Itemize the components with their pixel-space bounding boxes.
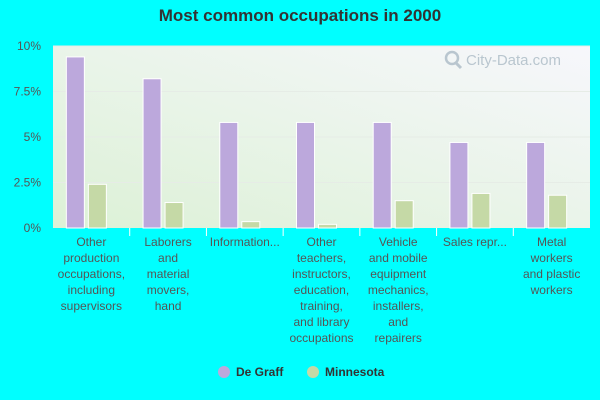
- x-tick-label-line: production: [63, 251, 119, 265]
- magnifier-lens: [444, 50, 460, 66]
- legend: De Graff Minnesota: [218, 365, 385, 379]
- bar-de-graff: [219, 121, 239, 229]
- x-tick-label-line: and plastic: [523, 267, 580, 281]
- x-tick-label-line: instructors,: [292, 267, 351, 281]
- x-tick-label: Laborers and material movers, hand: [144, 235, 191, 313]
- watermark-text: City-Data.com: [466, 52, 561, 69]
- x-tick-label-line: including: [68, 283, 115, 297]
- x-tick-label: Information...: [210, 235, 280, 249]
- bar-minnesota: [394, 200, 414, 229]
- legend-swatch: [307, 366, 319, 378]
- magnifier-icon: [444, 50, 463, 70]
- y-tick-label: 7.5%: [14, 85, 42, 99]
- x-tick-label-line: and mobile: [369, 251, 428, 265]
- x-tick-label-line: teachers,: [297, 251, 346, 265]
- x-tick-label: Vehicle and mobile equipment mechanics, inst…: [368, 235, 429, 345]
- bar-de-graff: [296, 121, 315, 229]
- legend-swatch: [218, 366, 230, 378]
- legend-label: De Graff: [236, 365, 284, 379]
- bar-minnesota: [548, 194, 568, 229]
- x-tick-label-line: Information...: [210, 235, 280, 249]
- x-tick-label: Other teachers, instructors, education, trai…: [289, 235, 353, 345]
- watermark: City-Data.com: [444, 50, 561, 70]
- x-tick-label-line: workers: [530, 283, 573, 297]
- x-tick-label: Sales repr...: [443, 235, 507, 249]
- x-tick-label-line: Metal: [537, 235, 566, 249]
- bar-minnesota: [241, 221, 261, 229]
- x-tick-label-line: workers: [530, 251, 573, 265]
- x-tick-label-line: repairers: [375, 331, 422, 345]
- bar-de-graff: [372, 121, 392, 229]
- bar-minnesota: [471, 192, 491, 229]
- x-tick-label-line: supervisors: [61, 299, 122, 313]
- x-tick-label-line: Other: [76, 235, 106, 249]
- x-tick-label-line: occupations: [289, 331, 353, 345]
- x-tick-label-line: and: [388, 315, 408, 329]
- gridlines: [53, 45, 590, 183]
- bar-de-graff: [142, 78, 162, 229]
- y-tick-label: 5%: [24, 130, 42, 144]
- x-tick-label-line: Sales repr...: [443, 235, 507, 249]
- legend-label: Minnesota: [325, 365, 385, 379]
- x-tick-label: Other production occupations, including supe…: [58, 235, 125, 313]
- x-tick-label-line: mechanics,: [368, 283, 429, 297]
- x-tick-label-line: and library: [293, 315, 349, 329]
- x-tick-label-line: education,: [294, 283, 349, 297]
- bar-minnesota: [87, 183, 107, 229]
- y-tick-label: 2.5%: [14, 176, 42, 190]
- x-tick-label-line: movers,: [147, 283, 190, 297]
- bar-minnesota: [164, 202, 184, 229]
- y-tick-label: 0%: [24, 221, 42, 235]
- y-tick-label: 10%: [17, 39, 41, 53]
- x-tick-label-line: Other: [306, 235, 336, 249]
- x-tick-label-line: material: [147, 267, 190, 281]
- x-tick-label-line: training,: [300, 299, 343, 313]
- x-tick-label-line: occupations,: [58, 267, 125, 281]
- bar-de-graff: [449, 141, 469, 229]
- chart-title: Most common occupations in 2000: [158, 6, 442, 25]
- x-tick-label-line: equipment: [370, 267, 427, 281]
- x-tick-label: Metal workers and plastic workers: [523, 235, 580, 297]
- bars: [65, 56, 568, 229]
- x-tick-label-line: installers,: [373, 299, 424, 313]
- bar-minnesota: [318, 223, 337, 229]
- x-tick-label-line: Laborers: [144, 235, 191, 249]
- magnifier-handle: [454, 61, 463, 70]
- x-tick-label-line: Vehicle: [379, 235, 418, 249]
- bar-de-graff: [65, 56, 85, 229]
- y-axis-ticks: 0% 2.5% 5% 7.5% 10%: [14, 39, 42, 235]
- x-axis-labels: Other production occupations, including supe…: [58, 228, 580, 345]
- bar-de-graff: [526, 141, 546, 229]
- x-tick-label-line: hand: [155, 299, 182, 313]
- x-tick-label-line: and: [158, 251, 178, 265]
